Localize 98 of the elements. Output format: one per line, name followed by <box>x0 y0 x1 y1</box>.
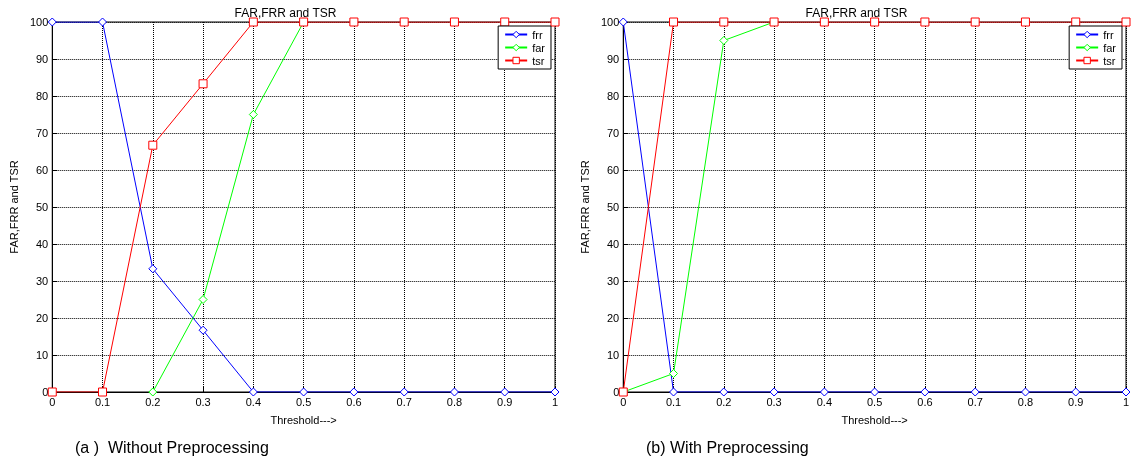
point <box>198 295 208 304</box>
y-tick-label: 20 <box>607 312 620 324</box>
x-tick-label: 0.1 <box>94 395 111 408</box>
x-tick-label: 0.1 <box>665 395 682 408</box>
point <box>870 387 880 397</box>
point <box>920 17 930 27</box>
y-tick-label: 100 <box>29 16 49 28</box>
y-tick-label: 60 <box>607 164 620 176</box>
point <box>148 264 158 274</box>
point <box>669 387 679 397</box>
y-tick-label: 0 <box>613 386 620 398</box>
legend-label: far <box>1103 41 1117 54</box>
y-tick-label: 10 <box>607 349 620 361</box>
point <box>1071 387 1081 397</box>
text: (b) With Preprocessing <box>646 438 809 456</box>
y-tick-label: 90 <box>607 53 620 65</box>
y-tick-label: 30 <box>607 275 620 287</box>
y-tick-label: 40 <box>36 238 49 250</box>
point <box>248 387 258 397</box>
legend-label: frr <box>532 28 543 41</box>
x-tick-label: 1 <box>551 395 559 408</box>
point <box>669 369 679 378</box>
point <box>399 387 409 397</box>
point <box>970 387 980 397</box>
legend-label: far <box>532 41 546 54</box>
y-tick-label: 50 <box>36 201 49 213</box>
point <box>1020 17 1030 27</box>
point <box>198 79 208 89</box>
point <box>198 325 208 335</box>
point <box>248 110 258 119</box>
point <box>500 17 510 27</box>
point <box>719 387 729 397</box>
y-tick-label: 20 <box>36 312 49 324</box>
x-tick-label: 0.9 <box>497 395 513 408</box>
point <box>970 17 980 27</box>
x-tick-label: 0.6 <box>346 395 362 408</box>
point <box>669 17 679 27</box>
y-tick-label: 40 <box>607 238 620 250</box>
x-tick-label: 1 <box>1122 395 1130 408</box>
x-axis-title: Threshold---> <box>841 413 908 426</box>
point <box>449 17 459 27</box>
x-tick-label: 0.2 <box>716 395 732 408</box>
y-tick-label: 100 <box>600 16 620 28</box>
x-tick-label: 0.3 <box>195 395 211 408</box>
legend-label: tsr <box>532 54 545 67</box>
y-axis-title: FAR,FRR and TSR <box>7 160 20 254</box>
point <box>98 17 108 27</box>
point <box>719 36 729 45</box>
y-tick-label: 70 <box>607 127 620 139</box>
point <box>148 387 158 397</box>
x-axis-title: Threshold---> <box>270 413 337 426</box>
x-tick-label: 0.5 <box>295 395 312 408</box>
point <box>399 17 409 27</box>
y-tick-label: 50 <box>607 201 620 213</box>
x-tick-label: 0.4 <box>816 395 832 408</box>
x-tick-label: 0.4 <box>245 395 261 408</box>
point <box>550 387 560 397</box>
x-tick-label: 0.2 <box>145 395 161 408</box>
point <box>349 387 359 397</box>
x-tick-label: 0.9 <box>1068 395 1084 408</box>
point <box>1020 387 1030 397</box>
text: (a ) Without Preprocessing <box>75 438 269 456</box>
point <box>870 17 880 27</box>
y-tick-label: 90 <box>36 53 49 65</box>
point <box>819 387 829 397</box>
point <box>47 387 57 397</box>
x-tick-label: 0.7 <box>967 395 983 408</box>
point <box>98 387 108 397</box>
x-tick-label: 0.3 <box>766 395 782 408</box>
x-tick-label: 0.6 <box>917 395 933 408</box>
point <box>449 387 459 397</box>
x-tick-label: 0.7 <box>396 395 412 408</box>
legend-label: frr <box>1103 28 1114 41</box>
legend-label: tsr <box>1103 54 1116 67</box>
point <box>299 387 309 397</box>
y-tick-label: 10 <box>36 349 49 361</box>
point <box>500 387 510 397</box>
point <box>719 17 729 27</box>
point <box>1121 387 1131 397</box>
point <box>550 17 560 27</box>
x-tick-label: 0.5 <box>866 395 883 408</box>
point <box>148 140 158 150</box>
chart-title: FAR,FRR and TSR <box>805 6 908 20</box>
x-tick-label: 0.8 <box>1017 395 1034 408</box>
y-tick-label: 60 <box>36 164 49 176</box>
point <box>1121 17 1131 27</box>
y-tick-label: 80 <box>36 90 49 102</box>
point <box>349 17 359 27</box>
point <box>920 387 930 397</box>
y-axis-title: FAR,FRR and TSR <box>578 160 591 254</box>
y-tick-label: 70 <box>36 127 49 139</box>
x-tick-label: 0.8 <box>446 395 463 408</box>
y-tick-label: 80 <box>607 90 620 102</box>
point <box>1071 17 1081 27</box>
chart-title: FAR,FRR and TSR <box>234 6 337 20</box>
point <box>769 387 779 397</box>
y-tick-label: 0 <box>42 386 49 398</box>
y-tick-label: 30 <box>36 275 49 287</box>
